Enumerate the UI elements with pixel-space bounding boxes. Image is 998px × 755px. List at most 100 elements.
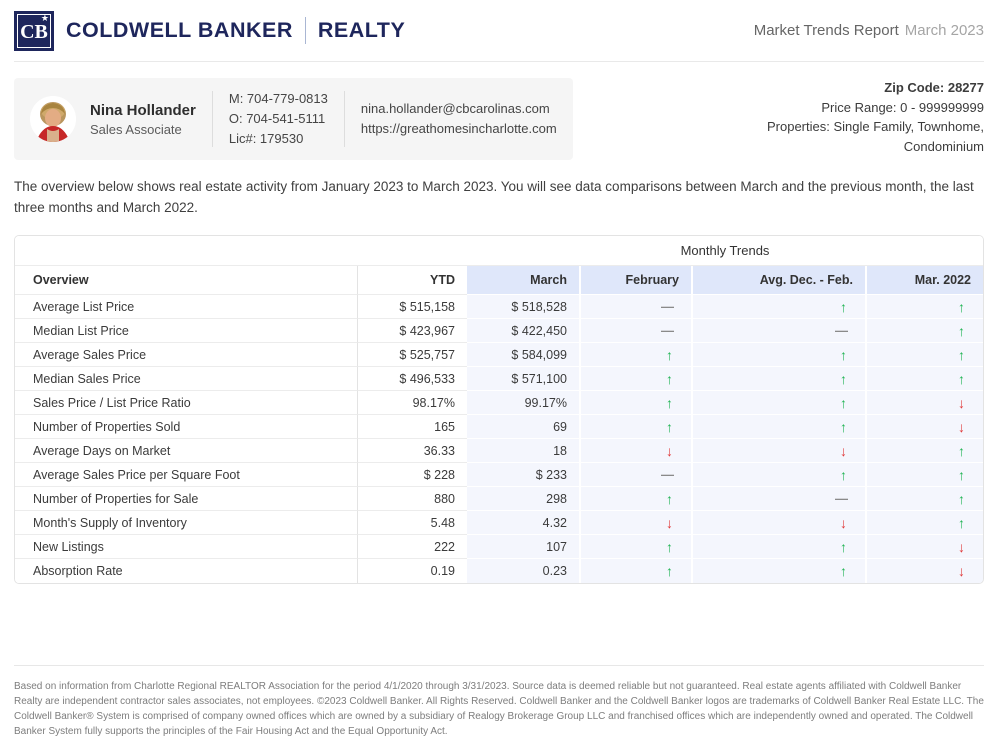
ytd-value: $ 496,533 — [357, 367, 467, 392]
march-value: 298 — [467, 487, 579, 512]
agent-name: Nina Hollander — [90, 101, 196, 119]
card-divider — [211, 91, 213, 148]
march-value: 107 — [467, 535, 579, 560]
ytd-value: $ 515,158 — [357, 295, 467, 320]
coldwell-banker-logo-icon: CB ★ — [14, 10, 54, 51]
column-header-row: Overview YTD March February Avg. Dec. - … — [15, 266, 983, 296]
dash-trend-icon: — — [835, 491, 848, 507]
avg-dec-feb-trend: ↑ — [691, 463, 865, 488]
march-value: 18 — [467, 439, 579, 464]
mar-2022-trend: ↓ — [865, 415, 983, 440]
agent-office: O: 704-541-5111 — [228, 111, 326, 127]
up-trend-icon: ↑ — [666, 418, 673, 435]
mar-2022-trend: ↑ — [865, 463, 983, 488]
metric-label: Median List Price — [15, 319, 357, 344]
up-trend-icon: ↑ — [958, 466, 965, 483]
metric-label: Month's Supply of Inventory — [15, 511, 357, 536]
ytd-value: $ 525,757 — [357, 343, 467, 368]
march-value: $ 422,450 — [467, 319, 579, 344]
table-row: Month's Supply of Inventory 5.48 4.32 ↓ ↓ ↑ — [15, 511, 983, 536]
table-row: Average Days on Market 36.33 18 ↓ ↓ ↑ — [15, 439, 983, 464]
column-header-march: March — [467, 266, 579, 296]
table-row: Sales Price / List Price Ratio 98.17% 99.1… — [15, 391, 983, 416]
up-trend-icon: ↑ — [666, 370, 673, 387]
price-range-value: Price Range: 0 - 999999999 — [821, 99, 984, 115]
brand-division: REALTY — [317, 18, 406, 42]
dash-trend-icon: — — [661, 467, 674, 483]
up-trend-icon: ↑ — [958, 346, 965, 363]
february-trend: ↑ — [579, 559, 691, 584]
mar-2022-trend: ↑ — [865, 511, 983, 536]
monthly-trends-header: Monthly Trends — [467, 236, 983, 267]
metric-label: Absorption Rate — [15, 559, 357, 584]
ytd-value: $ 423,967 — [357, 319, 467, 344]
metric-label: Number of Properties for Sale — [15, 487, 357, 512]
report-filters: Zip Code: 28277 Price Range: 0 - 9999999… — [759, 78, 984, 156]
agent-website-link[interactable]: https://greathomesincharlotte.com — [360, 121, 557, 137]
up-trend-icon: ↑ — [958, 298, 965, 315]
ytd-value: 880 — [357, 487, 467, 512]
ytd-value: 222 — [357, 535, 467, 560]
march-value: $ 233 — [467, 463, 579, 488]
column-header-overview: Overview — [15, 266, 357, 296]
report-title: Market Trends Report March 2023 — [754, 22, 984, 39]
february-trend: ↓ — [579, 439, 691, 464]
avg-dec-feb-trend: ↑ — [691, 295, 865, 320]
avg-dec-feb-trend: — — [691, 319, 865, 344]
february-trend: — — [579, 319, 691, 344]
up-trend-icon: ↑ — [840, 370, 847, 387]
up-trend-icon: ↑ — [958, 322, 965, 339]
agent-email-link[interactable]: nina.hollander@cbcarolinas.com — [360, 101, 550, 117]
brand-divider — [304, 17, 306, 44]
avg-dec-feb-trend: ↑ — [691, 343, 865, 368]
card-divider — [343, 91, 345, 148]
mar-2022-trend: ↑ — [865, 487, 983, 512]
march-value: $ 518,528 — [467, 295, 579, 320]
table-row: Median List Price $ 423,967 $ 422,450 — — ↑ — [15, 319, 983, 344]
february-trend: ↑ — [579, 535, 691, 560]
avg-dec-feb-trend: ↑ — [691, 559, 865, 584]
mar-2022-trend: ↑ — [865, 343, 983, 368]
down-trend-icon: ↓ — [840, 514, 847, 531]
up-trend-icon: ↑ — [958, 490, 965, 507]
dash-trend-icon: — — [661, 299, 674, 315]
metric-label: Average Sales Price per Square Foot — [15, 463, 357, 488]
ytd-value: 98.17% — [357, 391, 467, 416]
down-trend-icon: ↓ — [666, 514, 673, 531]
up-trend-icon: ↑ — [666, 394, 673, 411]
info-row: Nina Hollander Sales Associate M: 704-77… — [14, 78, 984, 161]
february-trend: ↓ — [579, 511, 691, 536]
down-trend-icon: ↓ — [958, 563, 965, 580]
metric-label: Median Sales Price — [15, 367, 357, 392]
report-period: March 2023 — [904, 22, 984, 39]
ytd-value: 36.33 — [357, 439, 467, 464]
february-trend: — — [579, 463, 691, 488]
agent-card: Nina Hollander Sales Associate M: 704-77… — [14, 78, 573, 161]
agent-license: Lic#: 179530 — [228, 131, 304, 147]
ytd-value: $ 228 — [357, 463, 467, 488]
logo-star-icon: ★ — [40, 12, 49, 23]
february-trend: ↑ — [579, 343, 691, 368]
ytd-value: 165 — [357, 415, 467, 440]
february-trend: ↑ — [579, 391, 691, 416]
up-trend-icon: ↑ — [840, 418, 847, 435]
march-value: 69 — [467, 415, 579, 440]
top-bar: CB ★ COLDWELL BANKER REALTY Market Trend… — [14, 0, 984, 62]
column-header-ytd: YTD — [357, 266, 467, 296]
avg-dec-feb-trend: ↑ — [691, 535, 865, 560]
up-trend-icon: ↑ — [958, 370, 965, 387]
mar-2022-trend: ↓ — [865, 559, 983, 584]
up-trend-icon: ↑ — [840, 466, 847, 483]
down-trend-icon: ↓ — [958, 538, 965, 555]
mar-2022-trend: ↑ — [865, 295, 983, 320]
down-trend-icon: ↓ — [958, 418, 965, 435]
overview-description: The overview below shows real estate act… — [14, 179, 974, 216]
up-trend-icon: ↑ — [666, 563, 673, 580]
logo-inner-border — [17, 13, 51, 48]
down-trend-icon: ↓ — [840, 442, 847, 459]
metric-label: Number of Properties Sold — [15, 415, 357, 440]
down-trend-icon: ↓ — [958, 394, 965, 411]
logo-monogram: CB — [20, 20, 48, 43]
table-row: Median Sales Price $ 496,533 $ 571,100 ↑ ↑ ↑ — [15, 367, 983, 392]
agent-phones: M: 704-779-0813 O: 704-541-5111 Lic#: 17… — [229, 89, 328, 149]
